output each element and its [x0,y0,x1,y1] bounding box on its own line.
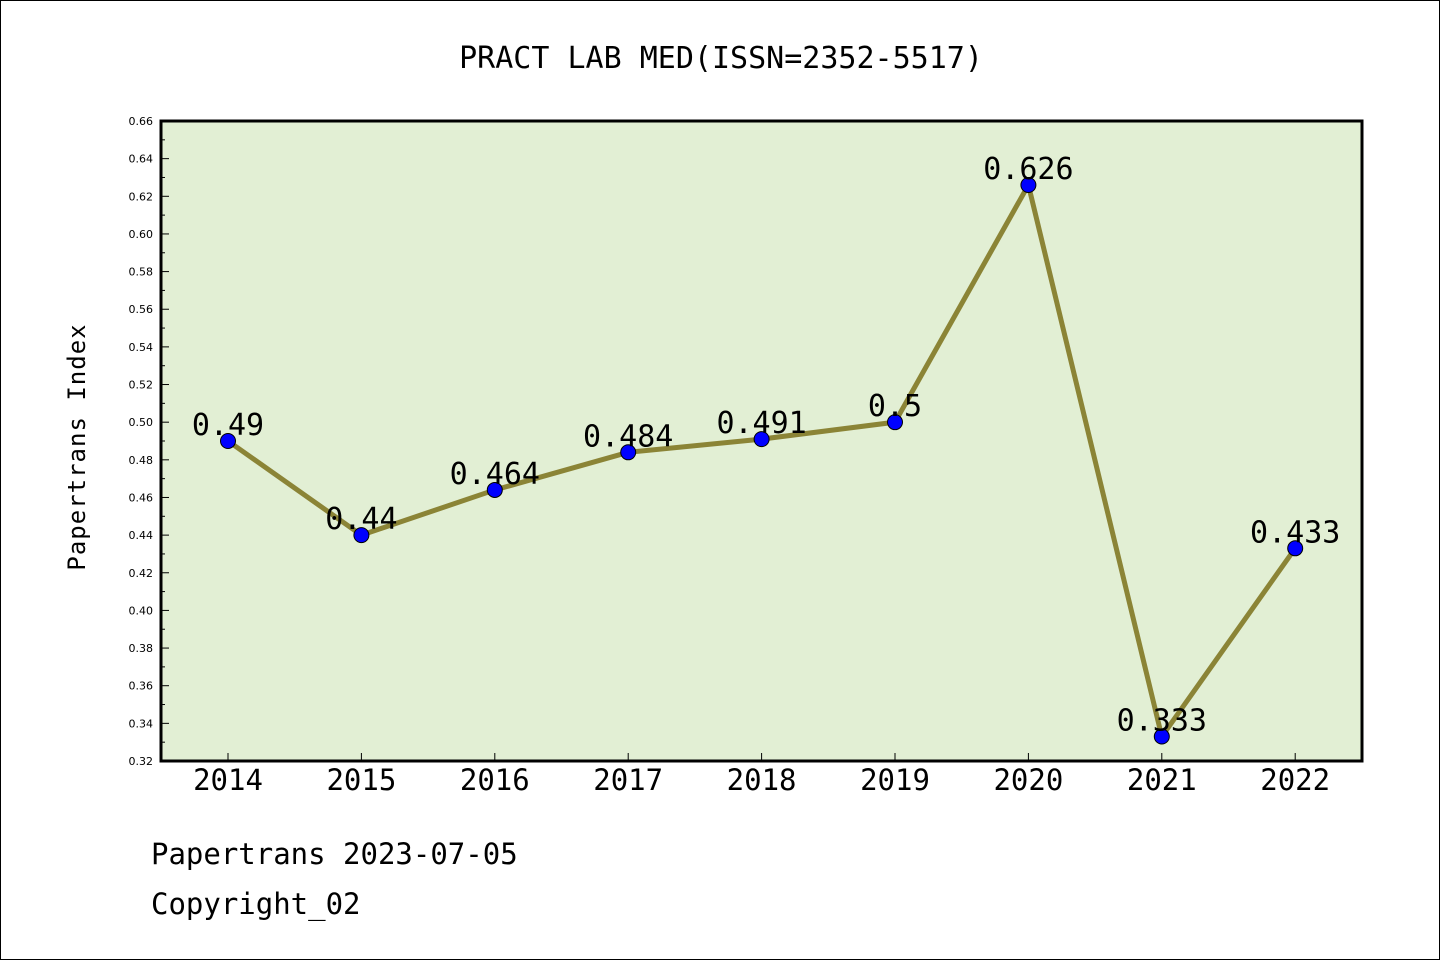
data-point [753,431,770,448]
footer-source: Papertrans 2023-07-05 [151,837,518,871]
data-labels: 0.49 0.44 0.464 0.484 0.491 0.5 0.626 0.333 0.43… [192,152,1340,739]
y-tick-label: 0.32 [129,755,154,768]
x-tick-label: 2018 [727,763,797,797]
y-tick-label: 0.60 [129,228,154,241]
x-tick-label: 2020 [993,763,1063,797]
data-label: 0.626 [983,152,1073,187]
y-tick-label: 0.66 [129,115,154,128]
x-axis: 2014 2015 2016 2017 2018 2019 2020 2021 2022 [193,753,1330,797]
y-tick-label: 0.40 [129,604,154,617]
y-tick-label: 0.64 [129,153,154,166]
footer-copyright: Copyright_02 [151,887,361,921]
data-point [486,481,503,498]
x-tick-label: 2022 [1260,763,1330,797]
x-tick-label: 2017 [593,763,663,797]
y-tick-label: 0.58 [129,266,154,279]
y-axis: 0.32 0.34 0.36 0.38 0.40 0.42 0.44 0.46 0.48 0.50… [129,115,169,768]
data-point [620,444,637,461]
x-tick-label: 2014 [193,763,263,797]
y-tick-label: 0.34 [129,717,154,730]
data-label: 0.5 [868,389,922,424]
y-tick-label: 0.50 [129,416,154,429]
data-label: 0.433 [1250,515,1340,550]
y-tick-label: 0.54 [129,341,154,354]
data-label: 0.491 [716,406,806,441]
y-tick-label: 0.48 [129,454,154,467]
y-tick-label: 0.52 [129,379,154,392]
x-tick-label: 2016 [460,763,530,797]
x-tick-label: 2019 [860,763,930,797]
data-point [887,414,903,431]
y-tick-label: 0.38 [129,642,154,655]
data-label: 0.49 [192,408,264,443]
x-tick-label: 2015 [326,763,396,797]
chart-title: PRACT LAB MED(ISSN=2352-5517) [459,41,983,76]
data-label: 0.333 [1117,704,1207,739]
data-label: 0.484 [583,419,673,454]
series-markers [220,177,1304,745]
data-point [1153,728,1170,745]
y-tick-label: 0.56 [129,303,154,316]
y-axis-label: Papertrans Index [63,323,91,570]
data-label: 0.44 [325,502,397,537]
data-point [1287,540,1304,557]
data-point [1020,177,1037,193]
data-point [353,527,370,544]
y-tick-label: 0.44 [129,529,154,542]
data-point [220,433,236,449]
y-tick-label: 0.62 [129,190,154,203]
y-tick-label: 0.42 [129,567,154,580]
data-label: 0.464 [450,457,540,492]
x-tick-label: 2021 [1127,763,1197,797]
y-tick-label: 0.46 [129,491,154,504]
y-tick-label: 0.36 [129,680,154,693]
